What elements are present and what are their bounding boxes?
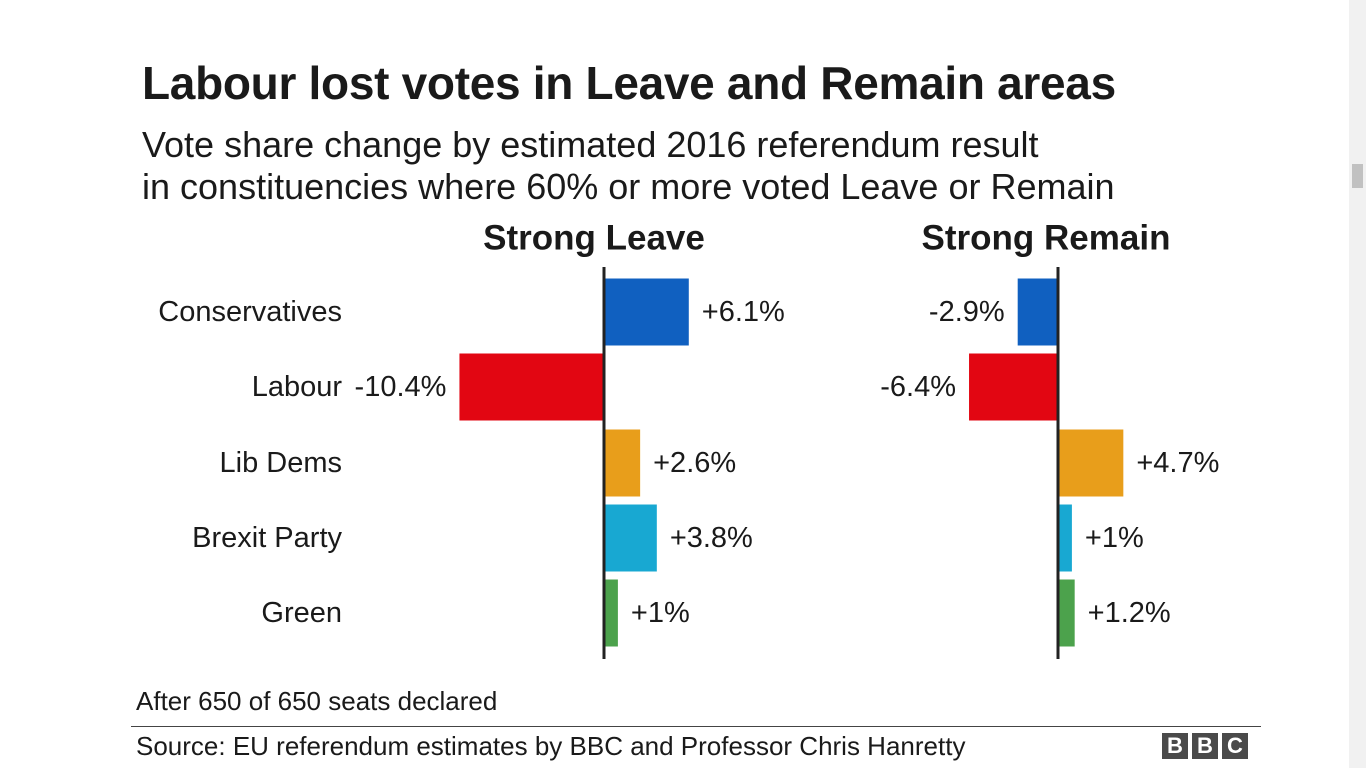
bbc-logo-letter: B	[1162, 733, 1188, 759]
data-label: -10.4%	[355, 371, 447, 403]
bar	[1058, 504, 1072, 572]
bbc-logo: B B C	[1162, 733, 1248, 759]
bar	[969, 353, 1058, 421]
data-label: +6.1%	[702, 296, 785, 328]
data-label: +1%	[631, 597, 690, 629]
bar	[1058, 429, 1124, 497]
bar	[459, 353, 604, 421]
chart-subtitle-line-2: in constituencies where 60% or more vote…	[142, 166, 1115, 207]
bar	[1058, 579, 1075, 647]
data-label: +1%	[1085, 522, 1144, 554]
bbc-logo-letter: B	[1192, 733, 1218, 759]
chart-title: Labour lost votes in Leave and Remain ar…	[142, 57, 1116, 109]
data-label: +2.6%	[653, 447, 736, 479]
chart-subtitle-line-1: Vote share change by estimated 2016 refe…	[142, 124, 1039, 165]
seats-declared-note: After 650 of 650 seats declared	[136, 686, 498, 716]
vertical-scrollbar[interactable]	[1349, 0, 1366, 768]
category-label: Conservatives	[158, 296, 342, 328]
data-label: +1.2%	[1088, 597, 1171, 629]
source-text: Source: EU referendum estimates by BBC a…	[136, 731, 966, 761]
bar	[604, 579, 618, 647]
bbc-logo-letter: C	[1222, 733, 1248, 759]
category-label: Brexit Party	[192, 522, 342, 554]
bar	[1017, 278, 1058, 346]
data-label: +3.8%	[670, 522, 753, 554]
data-label: +4.7%	[1136, 447, 1219, 479]
footer-divider	[131, 726, 1261, 727]
bar	[604, 504, 657, 572]
bar-chart: Conservatives Labour Lib Dems Brexit Party G…	[158, 219, 1219, 659]
category-label: Green	[261, 597, 342, 629]
data-label: -2.9%	[929, 296, 1005, 328]
scrollbar-thumb[interactable]	[1352, 164, 1363, 188]
category-label: Labour	[252, 371, 343, 403]
category-label: Lib Dems	[220, 447, 343, 479]
data-label: -6.4%	[880, 371, 956, 403]
panel-title: Strong Leave	[483, 219, 705, 258]
bar	[604, 429, 641, 497]
panel-title: Strong Remain	[922, 219, 1171, 258]
bar	[604, 278, 689, 346]
